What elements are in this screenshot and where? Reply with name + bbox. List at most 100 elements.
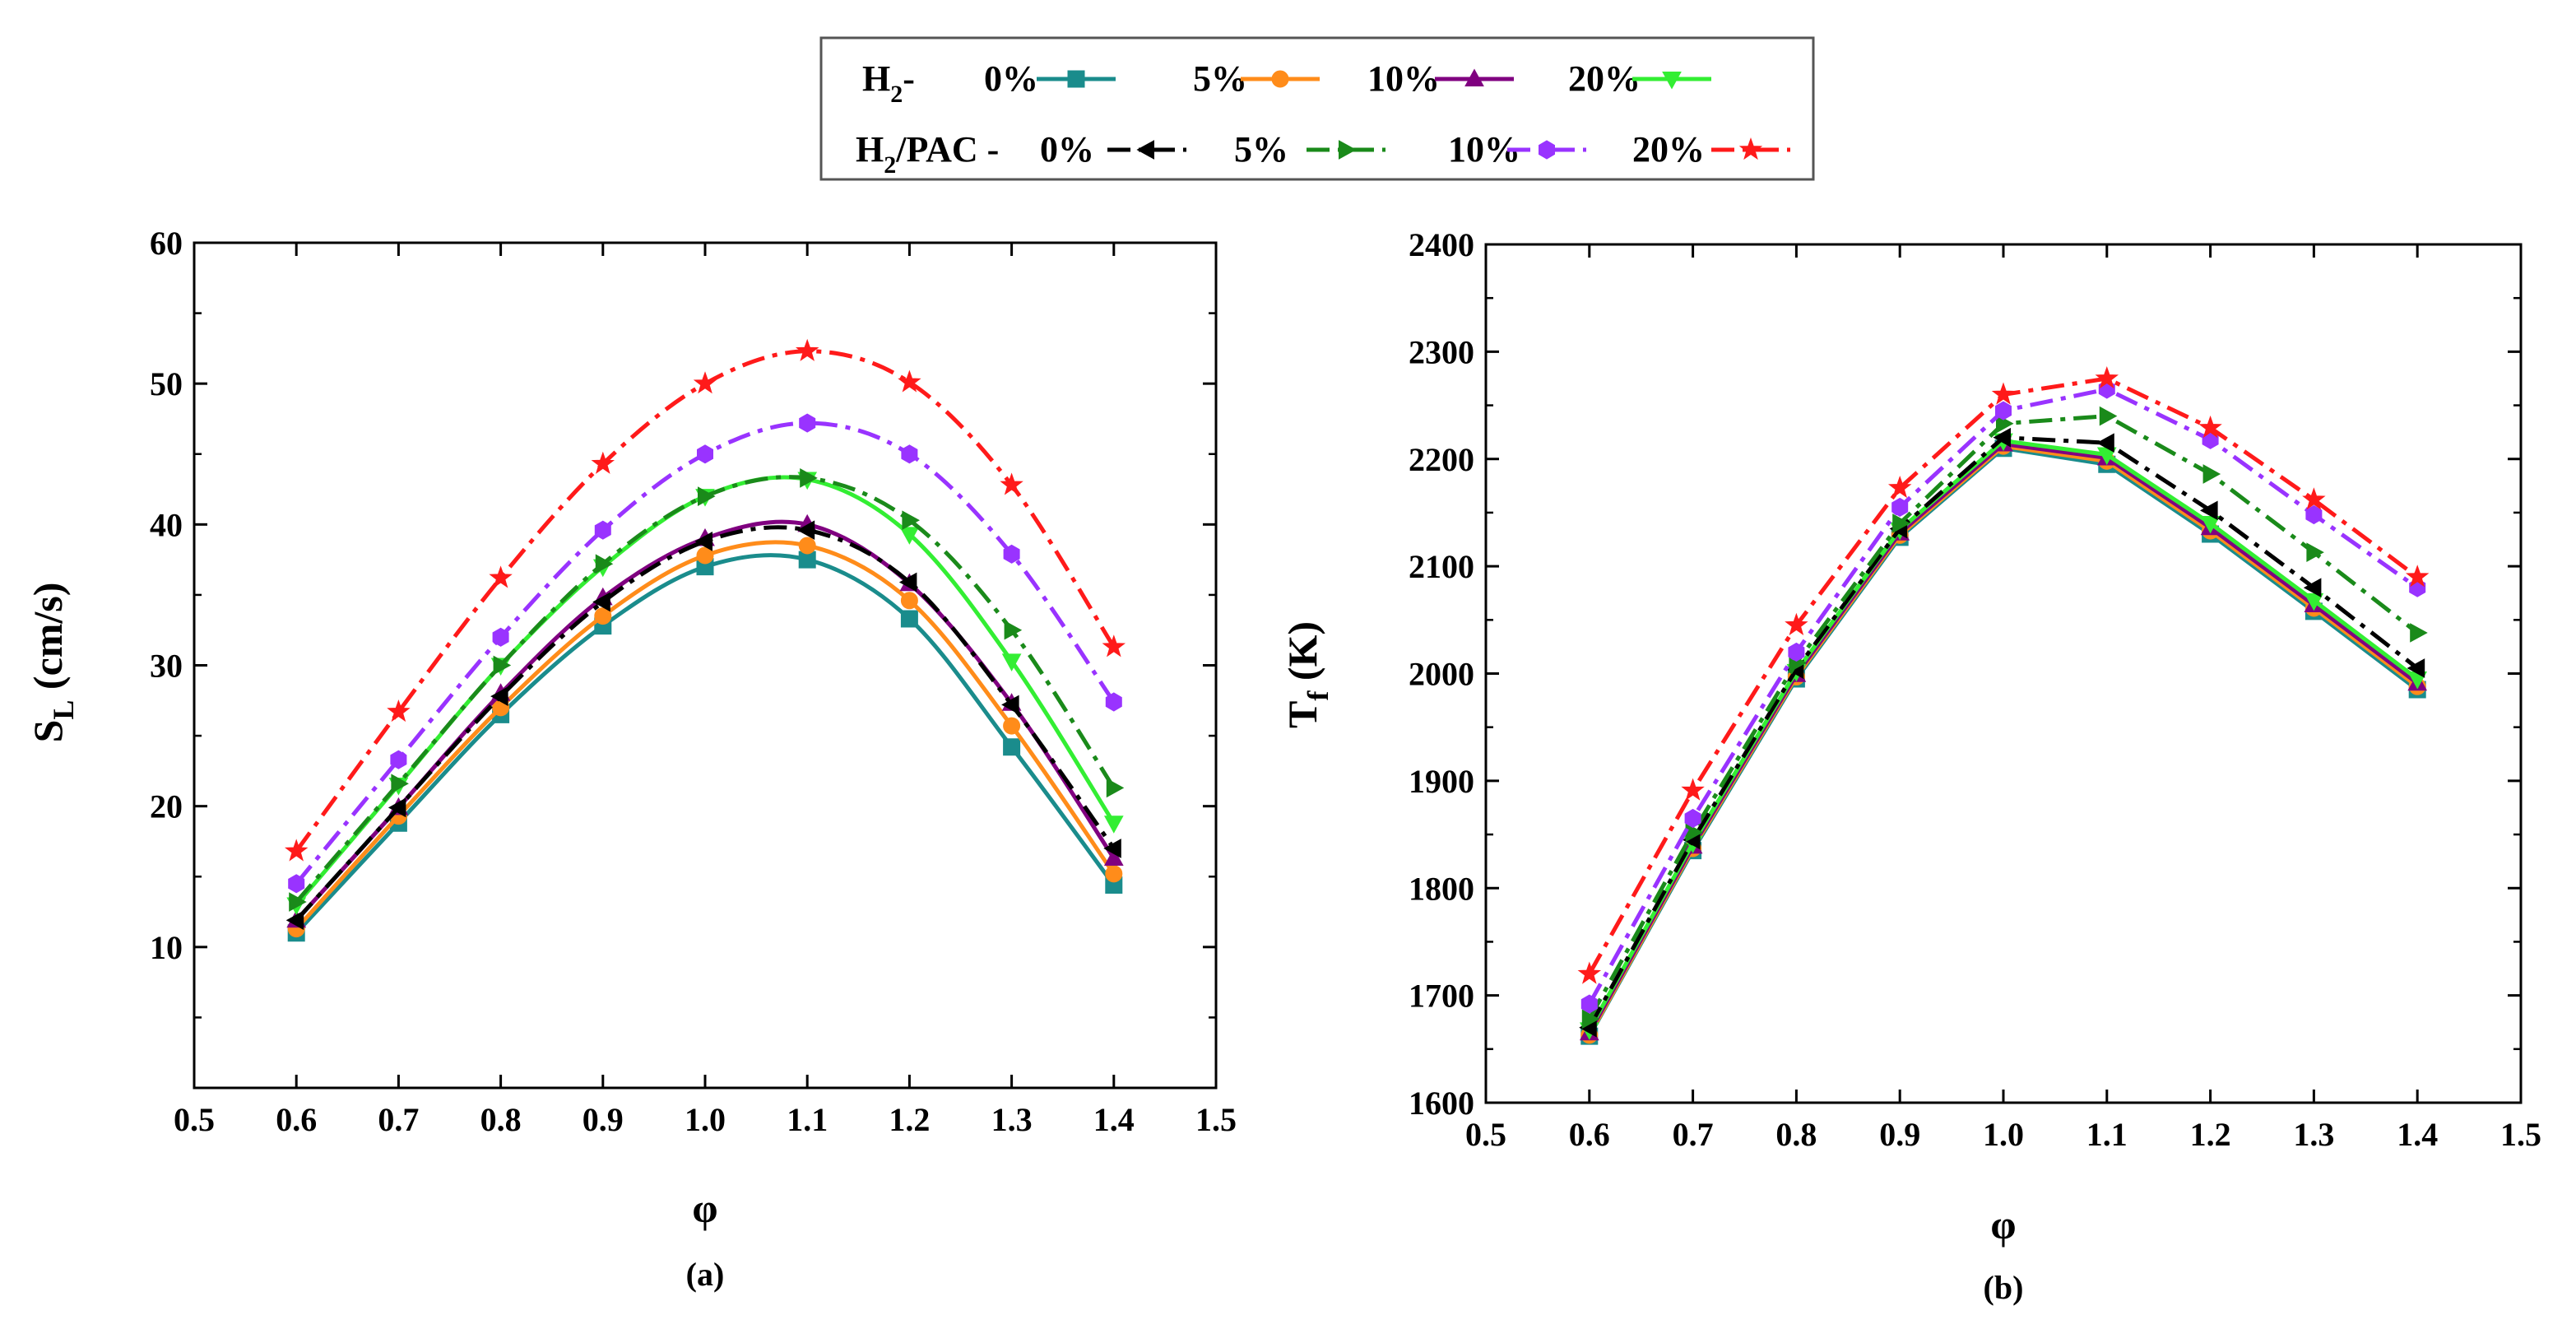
chart-a-point-pac_5	[289, 892, 307, 912]
chart-a-line-pac_0	[295, 525, 1116, 922]
chart-b-y-axis-label: Tf (K)	[1279, 621, 1334, 728]
chart-a-x-tick-label: 0.9	[583, 1101, 624, 1138]
chart-b-x-tick-label: 0.9	[1879, 1116, 1920, 1153]
chart-a-x-tick-label: 0.5	[174, 1101, 215, 1138]
legend-label-h2_5: 5%	[1193, 58, 1247, 99]
chart-a-point-pac_20	[591, 451, 615, 474]
chart-a-series-h2_5	[287, 537, 1123, 938]
chart-a-y-tick-label: 20	[150, 788, 183, 825]
chart-a-point-pac_0	[285, 910, 304, 931]
chart-b-point-pac_0	[2200, 500, 2218, 521]
chart-a-series-h2_10	[286, 513, 1124, 928]
chart-a-x-tick-label: 0.8	[480, 1101, 522, 1138]
chart-b-x-tick-label: 1.3	[2293, 1116, 2334, 1153]
chart-a-point-h2_0	[1003, 738, 1021, 756]
chart-b-point-h2_20	[2200, 515, 2221, 534]
chart-a-point-pac_20	[489, 565, 513, 588]
chart-a-point-h2_20	[899, 527, 920, 545]
chart-a-point-pac_0	[388, 797, 406, 818]
chart-b-point-pac_10	[1788, 642, 1805, 662]
chart-b-y-tick-label: 1900	[1409, 763, 1474, 800]
chart-a-x-tick-label: 1.0	[685, 1101, 726, 1138]
legend-label-h2_10: 10%	[1367, 58, 1440, 99]
chart-b-point-pac_20	[1991, 382, 2016, 405]
chart-b-x-tick-label: 0.5	[1465, 1116, 1506, 1153]
legend-marker-pac_20	[1738, 137, 1763, 160]
chart-a-point-pac_10	[901, 444, 918, 464]
chart-b-line-pac_0	[1587, 435, 2419, 1029]
chart-a-point-pac_0	[898, 572, 917, 592]
chart-a-point-pac_5	[902, 510, 920, 531]
chart-b-point-pac_5	[2306, 542, 2324, 563]
chart-a-point-h2_20	[1001, 653, 1022, 671]
chart-a-point-pac_10	[799, 413, 816, 433]
chart-a-point-pac_5	[391, 774, 409, 794]
chart-b-point-pac_20	[2302, 487, 2326, 510]
chart-a-point-pac_5	[595, 554, 614, 574]
chart-b-point-pac_10	[1891, 497, 1909, 517]
chart-b-x-tick-label: 0.8	[1775, 1116, 1817, 1153]
chart-a-point-h2_5	[798, 537, 816, 555]
chart-b-series-h2_10	[1579, 433, 2428, 1041]
chart-a-point-h2_0	[900, 610, 918, 628]
chart-a-point-h2_5	[594, 607, 612, 625]
legend: H2- H2/PAC - 0% 5% 10% 20%0% 5% 10% 20%	[819, 36, 1815, 181]
chart-b-point-pac_20	[1887, 476, 1912, 499]
chart-b-series-pac_0	[1579, 427, 2425, 1038]
chart-b-x-tick-label: 1.1	[2086, 1116, 2128, 1153]
chart-a-x-tick-label: 1.5	[1195, 1101, 1237, 1138]
chart-a-x-tick-label: 1.3	[991, 1101, 1033, 1138]
chart-b-flame-temperature: 0.5 0.6 0.7 0.8 0.9 1.0 1.1 1.2 1.3 1.4 1.5 1600 170…	[1279, 226, 2541, 1306]
chart-b-point-pac_20	[2405, 565, 2430, 588]
legend-marker-pac_0	[1136, 140, 1154, 160]
legend-marker-h2_20	[1662, 72, 1682, 90]
chart-b-point-h2_20	[2304, 592, 2324, 611]
legend-marker-h2_5	[1271, 70, 1289, 88]
chart-b-y-tick-label: 2300	[1409, 333, 1474, 370]
chart-b-point-pac_10	[2305, 504, 2323, 525]
chart-a-x-tick-label: 0.6	[276, 1101, 317, 1138]
chart-b-y-tick-label: 2400	[1409, 226, 1474, 263]
chart-b-x-tick-label: 1.5	[2500, 1116, 2541, 1153]
chart-a-y-tick-label: 30	[150, 648, 183, 685]
chart-a-point-pac_10	[1003, 544, 1020, 564]
chart-a-point-pac_0	[592, 592, 610, 612]
chart-b-point-pac_0	[2096, 433, 2114, 453]
legend-label-h2_0: 0%	[984, 58, 1038, 99]
chart-b-caption: (b)	[1984, 1269, 2024, 1306]
chart-a-point-pac_20	[1000, 472, 1023, 495]
legend-marker-h2_0	[1067, 70, 1085, 88]
chart-b-point-pac_10	[1995, 401, 2012, 421]
chart-b-point-pac_20	[2198, 415, 2222, 439]
chart-b-y-tick-label: 1800	[1409, 870, 1474, 907]
chart-a-point-pac_10	[1105, 692, 1122, 712]
chart-a-x-tick-label: 1.2	[889, 1101, 930, 1138]
chart-a-point-pac_5	[698, 486, 716, 506]
chart-a-y-axis-label: SL (cm/s)	[25, 583, 80, 743]
chart-b-point-pac_20	[2095, 366, 2119, 389]
chart-a-point-pac_20	[795, 338, 819, 361]
chart-b-series-h2_20	[1579, 433, 2428, 1040]
chart-a-series-pac_20	[284, 338, 1126, 862]
chart-b-y-tick-label: 2200	[1409, 441, 1474, 478]
chart-a-point-pac_0	[1103, 839, 1121, 858]
chart-a-point-pac_0	[796, 520, 815, 541]
chart-a-point-pac_20	[284, 839, 309, 862]
chart-a-point-h2_5	[696, 546, 714, 565]
chart-a-series-pac_0	[285, 520, 1121, 931]
chart-b-line-pac_5	[1587, 414, 2419, 1020]
chart-b-x-tick-label: 1.0	[1983, 1116, 2024, 1153]
chart-a-series-pac_5	[289, 468, 1125, 912]
chart-b-point-pac_20	[1577, 961, 1602, 984]
chart-a-y-tick-label: 40	[150, 506, 183, 543]
chart-b-line-h2_10	[1587, 441, 2419, 1034]
chart-b-point-pac_20	[1681, 778, 1705, 801]
chart-a-point-pac_20	[898, 369, 921, 393]
chart-b-point-pac_5	[2202, 464, 2221, 484]
chart-b-point-pac_0	[2407, 658, 2425, 678]
chart-b-point-pac_5	[2099, 406, 2118, 426]
chart-a-point-pac_10	[697, 444, 713, 464]
chart-a-point-pac_0	[694, 532, 712, 551]
chart-b-x-tick-label: 0.7	[1673, 1116, 1714, 1153]
chart-b-series-pac_20	[1577, 366, 2430, 984]
